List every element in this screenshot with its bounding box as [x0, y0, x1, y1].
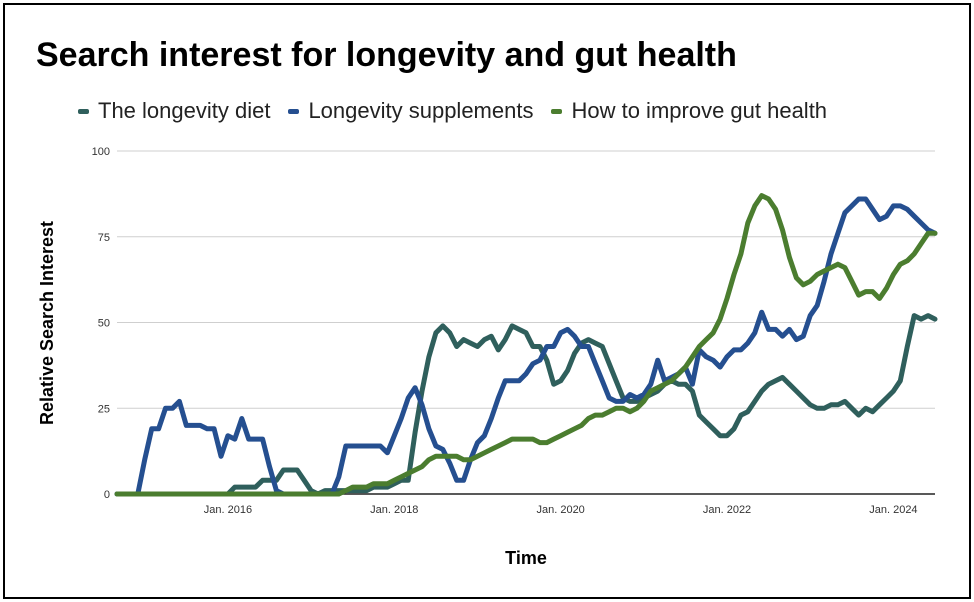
legend-swatch-longevity-diet: [78, 108, 89, 114]
series-lines: [114, 193, 938, 497]
y-tick-label: 100: [92, 146, 110, 158]
y-axis-title: Relative Search Interest: [37, 221, 57, 425]
legend-label-longevity-diet: The longevity diet: [98, 98, 271, 123]
legend-item-gut-health: How to improve gut health: [551, 98, 827, 124]
gridlines: [117, 150, 935, 409]
series-line-the-longevity-diet: [114, 313, 938, 497]
legend-swatch-gut-health: [551, 108, 563, 114]
legend-swatch-longevity-supplements: [288, 108, 300, 114]
legend-item-longevity-supplements: Longevity supplements: [288, 98, 533, 124]
chart-title: Search interest for longevity and gut he…: [36, 36, 737, 74]
x-tick-label: Jan. 2024: [869, 504, 917, 516]
legend-item-longevity-diet: The longevity diet: [78, 98, 270, 124]
legend-label-gut-health: How to improve gut health: [571, 98, 828, 123]
x-tick-label: Jan. 2020: [536, 504, 584, 516]
x-axis-title: Time: [505, 548, 547, 568]
y-tick-label: 25: [98, 403, 110, 415]
y-axis-ticks: 0 25 50 75 100: [92, 146, 110, 501]
chart-legend: The longevity diet Longevity supplements…: [78, 96, 845, 126]
legend-label-longevity-supplements: Longevity supplements: [308, 98, 534, 123]
series-line-how-to-improve-gut-health: [114, 193, 938, 497]
chart-frame: [3, 3, 971, 599]
y-tick-label: 75: [98, 232, 110, 244]
x-tick-label: Jan. 2018: [370, 504, 418, 516]
x-tick-label: Jan. 2022: [703, 504, 751, 516]
y-tick-label: 50: [98, 318, 110, 330]
y-tick-label: 0: [104, 489, 110, 501]
series-line-longevity-supplements: [114, 196, 938, 497]
x-tick-label: Jan. 2016: [204, 504, 252, 516]
x-axis-ticks: Jan. 2016 Jan. 2018 Jan. 2020 Jan. 2022 Jan.…: [204, 504, 918, 516]
